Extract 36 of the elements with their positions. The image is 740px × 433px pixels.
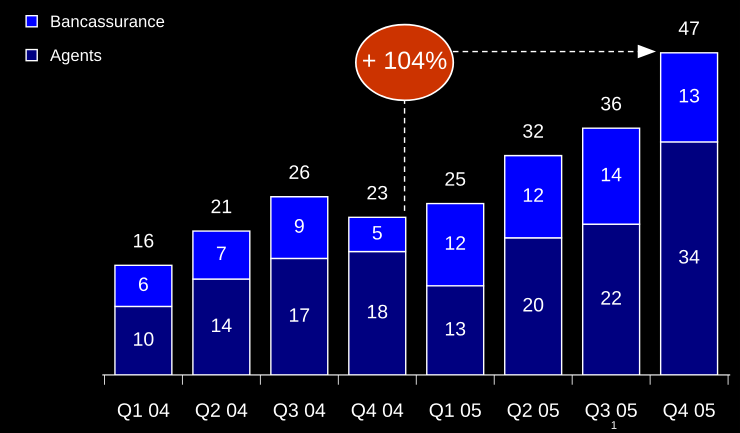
data-label: 22: [601, 291, 621, 305]
total-label: 36: [601, 96, 622, 110]
data-label: 6: [138, 277, 148, 292]
data-label: 17: [290, 308, 310, 322]
x-tick-label: Q3 05: [586, 403, 637, 421]
data-label: 7: [216, 246, 226, 260]
data-label: 14: [212, 318, 232, 332]
total-label: 32: [523, 124, 544, 138]
x-tick-label: Q2 05: [508, 403, 559, 421]
x-tick-label: Q3 04: [274, 403, 326, 421]
legend-label: Bancassurance: [51, 16, 164, 28]
annotation: + 104%: [363, 51, 446, 70]
data-label: 12: [446, 236, 466, 250]
x-tick-label: Q2 04: [196, 403, 248, 421]
x-tick-label: Q1 05: [430, 403, 481, 421]
data-label: 12: [524, 188, 544, 202]
total-label: 23: [367, 186, 388, 200]
text: 1: [612, 421, 616, 429]
total-label: 25: [445, 172, 466, 186]
data-label: 10: [134, 332, 154, 346]
total-label: 47: [678, 22, 699, 35]
x-tick-label: Q4 04: [352, 403, 404, 421]
data-label: 20: [523, 298, 544, 312]
data-label: 13: [680, 88, 700, 103]
data-label: 34: [679, 250, 700, 264]
x-tick-label: Q1 04: [118, 403, 170, 421]
data-label: 9: [294, 219, 304, 233]
data-label: 18: [368, 304, 388, 319]
data-label: 5: [372, 226, 382, 240]
legend-label: Agents: [50, 49, 102, 64]
x-tick-label: Q4 05: [664, 403, 715, 421]
data-label: 13: [446, 322, 466, 336]
data-label: 14: [602, 168, 622, 182]
total-label: 21: [212, 200, 232, 214]
total-label: 26: [289, 165, 310, 180]
total-label: 16: [134, 234, 154, 248]
